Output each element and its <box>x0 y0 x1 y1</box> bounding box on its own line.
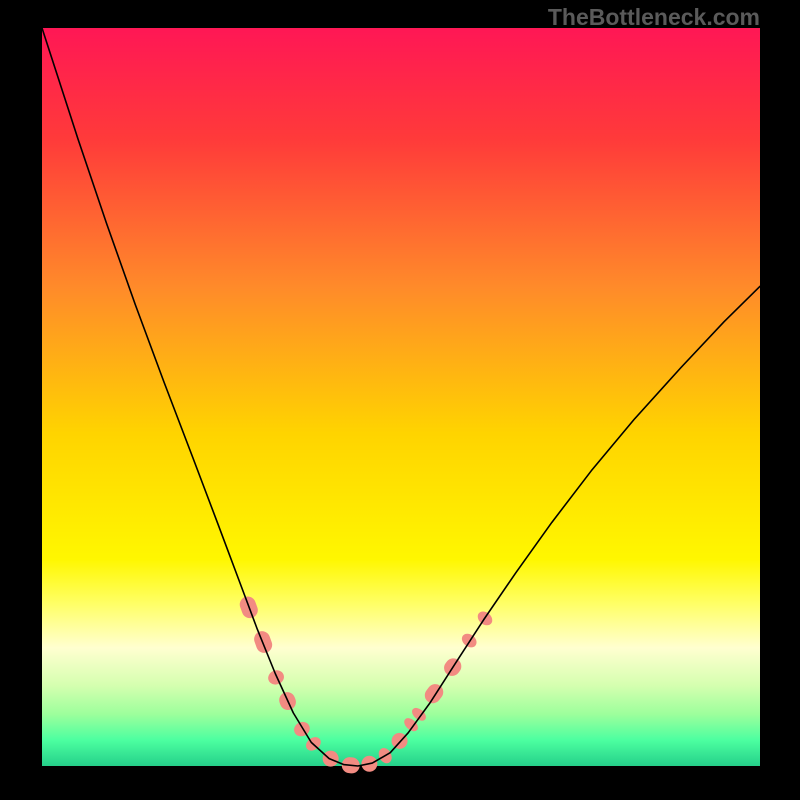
curve-marker <box>292 719 312 738</box>
curve-marker <box>422 681 447 707</box>
marker-group <box>238 594 495 774</box>
chart-root: TheBottleneck.com <box>0 0 800 800</box>
bottleneck-curve <box>42 28 760 766</box>
watermark-text: TheBottleneck.com <box>548 4 760 31</box>
curve-layer <box>42 28 760 766</box>
curve-marker <box>266 668 286 687</box>
plot-area <box>42 28 760 766</box>
curve-marker <box>459 631 479 650</box>
